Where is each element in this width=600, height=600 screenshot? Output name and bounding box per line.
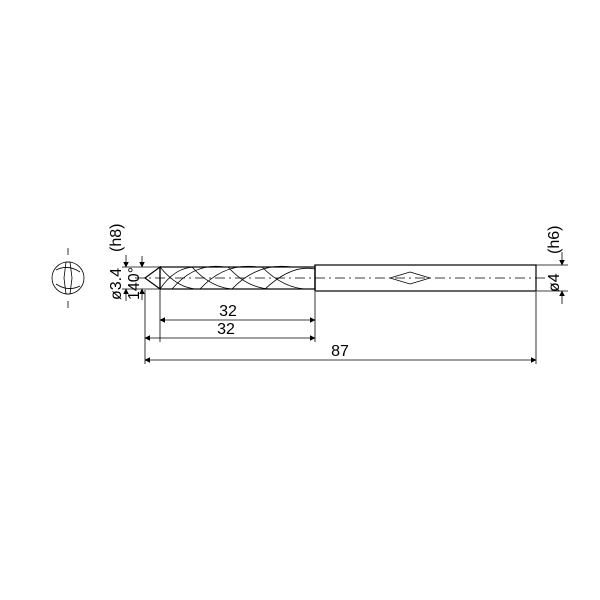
point-angle-label: 140°	[126, 267, 143, 300]
overall-len-label: 87	[331, 343, 349, 360]
dim-flute-32-bottom: 32	[145, 321, 315, 338]
dim-overall-87: 87	[145, 343, 536, 360]
drill-side-view	[135, 265, 548, 291]
flute-len-top-label: 32	[219, 303, 237, 320]
shank-diameter-tol: (h6)	[546, 226, 563, 254]
dim-shank-diameter: ø4 (h6)	[536, 226, 568, 304]
end-view-icon	[52, 248, 84, 308]
flute-len-bot-label: 32	[217, 321, 235, 338]
tip-diameter-tol: (h8)	[108, 224, 125, 252]
dim-flute-32-top: 32	[160, 303, 315, 320]
tip-diameter-label: ø3.4	[108, 268, 125, 300]
dim-point-angle: 140°	[126, 256, 143, 300]
shank-diameter-label: ø4	[546, 273, 563, 292]
